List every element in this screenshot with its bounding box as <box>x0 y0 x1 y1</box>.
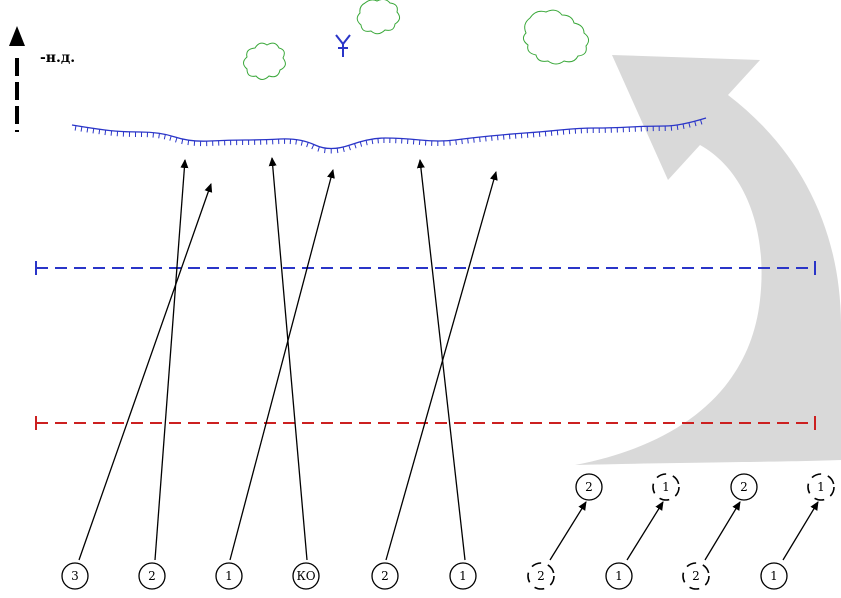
unit-node: 2 <box>371 562 399 590</box>
unit-label: 1 <box>770 569 778 583</box>
attack-arrows <box>78 157 498 561</box>
unit-label: КО <box>296 569 315 583</box>
enemy-line-tick <box>169 135 172 141</box>
enemy-line-tick <box>359 141 363 147</box>
enemy-line-tick <box>74 125 77 131</box>
enemy-line-tick <box>163 134 166 140</box>
enemy-line-tick <box>694 121 697 127</box>
attack-arrow <box>78 183 213 561</box>
unit-label: 2 <box>692 569 700 583</box>
enemy-line-tick <box>336 148 339 154</box>
unit-node: 2 <box>575 473 603 501</box>
enemy-line-tick <box>300 140 303 146</box>
enemy-line-tick <box>98 129 101 135</box>
enemy-line-tick <box>152 132 155 138</box>
reserve-arrows <box>549 501 819 561</box>
front-units: 3 2 1 КО 2 1 <box>61 562 477 590</box>
enemy-line-tick <box>311 144 315 150</box>
enemy-line-tick <box>181 139 184 145</box>
unit-label: 2 <box>381 569 389 583</box>
unit-node: 2 <box>682 562 710 590</box>
unit-label: 1 <box>459 569 467 583</box>
unit-node: КО <box>292 562 320 590</box>
unit-label: 2 <box>740 480 748 494</box>
attack-arrow <box>416 159 466 561</box>
advance-arrow <box>782 501 819 561</box>
enemy-line-tick <box>688 122 691 128</box>
advance-arrow <box>549 501 587 561</box>
unit-node: 2 <box>527 562 555 590</box>
enemy-line-tick <box>175 137 178 143</box>
reserve-units: 2 1 2 1 <box>527 562 788 590</box>
unit-label: 1 <box>817 480 825 494</box>
enemy-line-tick <box>324 147 326 154</box>
unit-label: 2 <box>585 480 593 494</box>
enemy-line-tick <box>342 146 345 153</box>
enemy-line-tick <box>485 136 487 142</box>
maneuver-arrow <box>575 55 841 465</box>
enemy-line-tick <box>317 146 320 152</box>
forward-units: 2 1 2 1 <box>575 473 835 501</box>
enemy-line-tick <box>473 137 475 143</box>
direction-label: -н.д. <box>40 50 75 66</box>
unit-node: 1 <box>449 562 477 590</box>
enemy-line-tick <box>158 133 160 139</box>
enemy-line-tick <box>700 119 703 125</box>
obstacles <box>243 0 590 80</box>
cloud-obstacle-icon <box>356 0 401 35</box>
attack-arrow <box>229 169 335 561</box>
enemy-line-tick <box>371 139 374 145</box>
enemy-line-tick <box>86 127 89 133</box>
cloud-obstacle-icon <box>243 42 286 80</box>
attack-arrow <box>385 171 498 561</box>
unit-label: 1 <box>225 569 233 583</box>
enemy-line-tick <box>92 128 95 134</box>
enemy-line-tick <box>479 137 481 143</box>
unit-node: 1 <box>215 562 243 590</box>
enemy-line-tick <box>306 142 309 148</box>
attack-arrow <box>268 157 308 561</box>
unit-node: 1 <box>605 562 633 590</box>
enemy-line-tick <box>348 145 351 151</box>
enemy-line-tick <box>467 138 469 144</box>
enemy-front-line <box>71 117 707 154</box>
enemy-line-tick <box>295 139 298 145</box>
unit-label: 1 <box>662 480 670 494</box>
enemy-line-tick <box>104 130 107 136</box>
enemy-line-tick <box>354 143 357 149</box>
blue-phase-line <box>35 261 816 275</box>
unit-node: 1 <box>807 473 835 501</box>
enemy-fork-icon <box>335 34 351 57</box>
enemy-line-tick <box>461 139 463 145</box>
unit-node: 2 <box>138 562 166 590</box>
enemy-line-tick <box>80 126 83 132</box>
unit-label: 3 <box>71 569 79 583</box>
unit-node: 1 <box>652 473 680 501</box>
unit-label: 1 <box>615 569 623 583</box>
advance-arrow <box>704 501 741 561</box>
enemy-line-tick <box>682 123 685 129</box>
unit-label: 2 <box>148 569 156 583</box>
unit-node: 3 <box>61 562 89 590</box>
advance-arrow <box>626 501 664 561</box>
unit-node: 2 <box>730 473 758 501</box>
unit-node: 1 <box>760 562 788 590</box>
attack-arrow <box>154 159 189 561</box>
cloud-obstacle-icon <box>522 9 590 65</box>
unit-label: 2 <box>537 569 545 583</box>
north-arrow-icon <box>9 26 25 132</box>
enemy-line-tick <box>187 140 190 146</box>
enemy-line-tick <box>455 139 457 145</box>
enemy-line-tick <box>365 140 368 146</box>
enemy-line-tick <box>676 124 679 130</box>
